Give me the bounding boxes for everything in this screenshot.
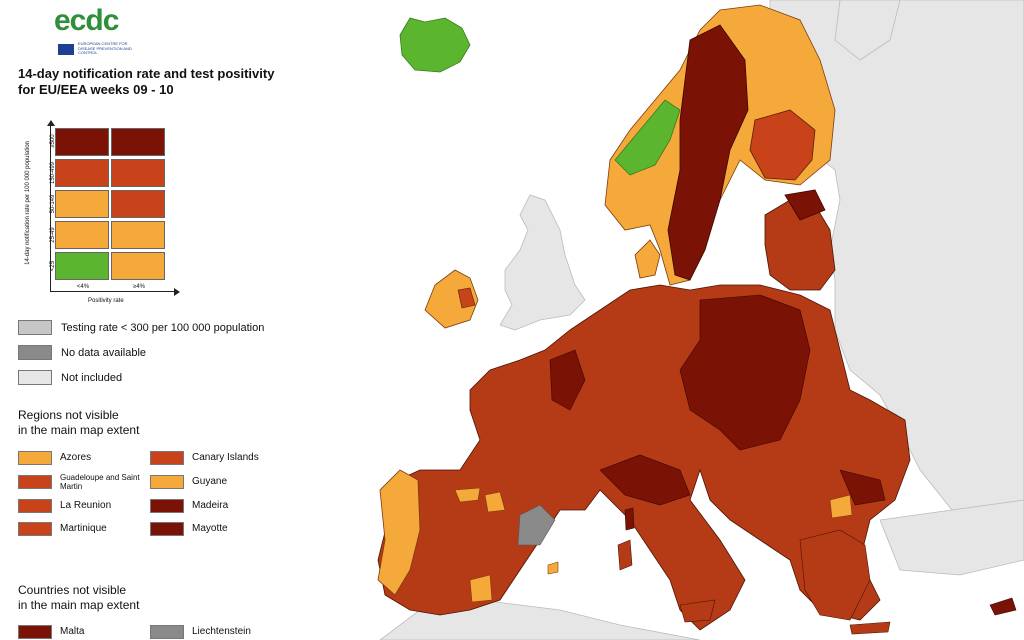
portugal <box>377 469 421 596</box>
matrix-col-label: <4% <box>76 284 90 290</box>
catalonia-no-data <box>517 504 556 546</box>
region-swatch <box>150 475 184 489</box>
regions-heading: Regions not visible in the main map exte… <box>18 408 139 438</box>
key-swatch <box>18 320 52 335</box>
turkey-land <box>879 499 1024 576</box>
region-label: Azores <box>60 452 92 463</box>
estonia <box>784 189 826 221</box>
arrow-up-icon <box>47 120 55 126</box>
north-italy-dark <box>599 454 691 506</box>
france-east-dark <box>549 349 586 411</box>
region-swatch <box>18 499 52 513</box>
iceland <box>399 17 471 73</box>
countries-heading-line2: in the main map extent <box>18 598 140 612</box>
region-swatch <box>150 499 184 513</box>
matrix-col-label: ≥4% <box>133 284 145 290</box>
region-label: Martinique <box>60 523 107 534</box>
countries-heading-line1: Countries not visible <box>18 583 127 597</box>
key-swatch <box>18 370 52 385</box>
matrix-x-axis-label: Positivity rate <box>88 298 124 304</box>
uk-land <box>499 194 586 331</box>
country-label: Liechtenstein <box>192 626 251 637</box>
region-label: Guyane <box>192 476 228 487</box>
country-swatch <box>18 625 52 639</box>
region-guyane: Guyane <box>150 475 227 489</box>
crete <box>849 621 891 635</box>
logo-subtitle: EUROPEAN CENTRE FOR DISEASE PREVENTION A… <box>78 41 132 55</box>
sicily <box>679 599 716 623</box>
key-item-no-data: No data available <box>18 345 146 360</box>
region-mayotte: Mayotte <box>150 522 228 536</box>
region-swatch <box>150 451 184 465</box>
key-item-not-included: Not included <box>18 370 122 385</box>
bulgaria-orange <box>829 494 853 519</box>
ecdc-logo: ecdc EUROPEAN CENTRE FOR DISEASE PREVENT… <box>18 0 132 58</box>
spain-orange <box>454 487 481 503</box>
region-swatch <box>18 522 52 536</box>
region-swatch <box>150 522 184 536</box>
matrix-y-axis-label: 14-day notification rate per 100 000 pop… <box>25 141 31 265</box>
eu-flag-icon <box>58 44 74 55</box>
matrix-cell <box>55 252 109 280</box>
region-label: Madeira <box>192 500 229 511</box>
region-swatch <box>18 451 52 465</box>
matrix-cell <box>111 252 165 280</box>
countries-heading: Countries not visible in the main map ex… <box>18 583 139 613</box>
region-guadeloupe: Guadeloupe and Saint Martin <box>18 473 140 491</box>
region-martinique: Martinique <box>18 522 107 536</box>
matrix-cell <box>55 190 109 218</box>
region-label: Guadeloupe and Saint Martin <box>60 473 140 491</box>
matrix-cell <box>111 221 165 249</box>
spain-orange-2 <box>484 491 506 513</box>
sardinia <box>617 539 633 571</box>
region-canary-islands: Canary Islands <box>150 451 259 465</box>
matrix-cell <box>55 159 109 187</box>
non-eu-land-north <box>834 0 901 61</box>
corsica <box>624 507 635 531</box>
country-label: Malta <box>60 626 85 637</box>
central-europe-dark <box>679 294 811 451</box>
map-title-line2: for EU/EEA weeks 09 - 10 <box>18 82 174 97</box>
region-label: La Reunion <box>60 500 112 511</box>
key-swatch <box>18 345 52 360</box>
matrix-cell <box>111 190 165 218</box>
norway-green <box>614 99 681 176</box>
matrix-cell <box>55 128 109 156</box>
country-liechtenstein: Liechtenstein <box>150 625 251 639</box>
regions-heading-line1: Regions not visible <box>18 408 119 422</box>
andalusia-orange <box>469 574 493 603</box>
key-item-testing-rate: Testing rate < 300 per 100 000 populatio… <box>18 320 264 335</box>
region-label: Canary Islands <box>192 452 259 463</box>
ireland <box>424 269 479 329</box>
region-azores: Azores <box>18 451 91 465</box>
region-swatch <box>18 475 52 489</box>
key-label: Not included <box>61 371 123 384</box>
northern-ireland <box>457 287 476 309</box>
logo-wordmark: ecdc <box>54 4 119 37</box>
key-label: Testing rate < 300 per 100 000 populatio… <box>61 321 265 334</box>
matrix-y-axis-line <box>50 122 51 292</box>
region-madeira: Madeira <box>150 499 228 513</box>
arrow-right-icon <box>174 288 180 296</box>
region-label: Mayotte <box>192 523 228 534</box>
region-la-reunion: La Reunion <box>18 499 111 513</box>
romania-dark <box>839 469 886 506</box>
country-malta: Malta <box>18 625 84 639</box>
matrix-cell <box>111 128 165 156</box>
cyprus <box>989 597 1017 616</box>
denmark <box>634 239 661 279</box>
matrix-cell <box>55 221 109 249</box>
map-title: 14-day notification rate and test positi… <box>18 66 274 98</box>
sweden <box>667 24 749 281</box>
regions-heading-line2: in the main map extent <box>18 423 140 437</box>
matrix-cell <box>111 159 165 187</box>
matrix-x-axis-line <box>50 291 174 292</box>
map-title-line1: 14-day notification rate and test positi… <box>18 66 275 81</box>
greece <box>799 529 871 621</box>
finland <box>749 109 816 181</box>
balearic-islands <box>547 561 559 575</box>
key-label: No data available <box>61 346 147 359</box>
country-swatch <box>150 625 184 639</box>
